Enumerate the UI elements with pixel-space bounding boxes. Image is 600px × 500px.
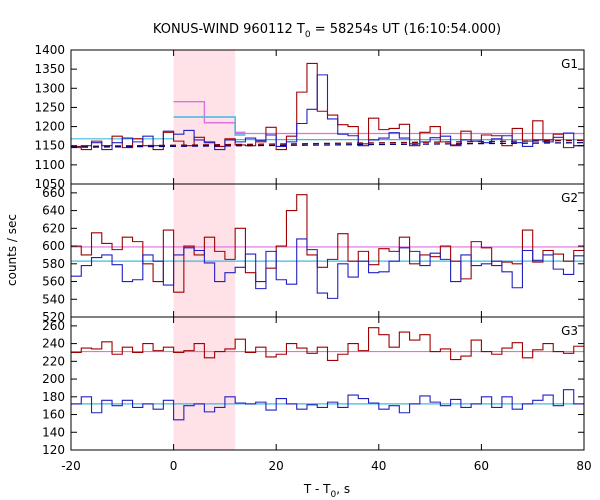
y-tick-label: 1250 <box>34 100 65 114</box>
y-tick-label: 1050 <box>34 177 65 191</box>
y-tick-label: 660 <box>42 186 65 200</box>
y-tick-label: 1350 <box>34 62 65 76</box>
y-tick-label: 600 <box>42 239 65 253</box>
y-tick-label: 1100 <box>34 158 65 172</box>
y-tick-label: 560 <box>42 275 65 289</box>
y-tick-label: 220 <box>42 354 65 368</box>
y-tick-label: 580 <box>42 257 65 271</box>
panel-g2: 520 540 560 580 600 620 640 660 G2 <box>42 183 585 324</box>
background-trend-dashed_red <box>71 139 584 148</box>
panel-plot-area <box>71 194 584 299</box>
histogram-red <box>71 327 584 361</box>
y-axis-label: counts / sec <box>5 214 19 286</box>
y-tick-label: 240 <box>42 337 65 351</box>
step-fit-pink <box>173 100 246 134</box>
panel-label: G2 <box>561 191 578 205</box>
y-tick-label: 640 <box>42 204 65 218</box>
y-tick-label: 1150 <box>34 139 65 153</box>
panel-g1: 1050 1100 1150 1200 1250 1300 1350 1400 G1 <box>34 43 585 191</box>
y-tick-label: 1400 <box>34 43 65 57</box>
background-trend-dashed_blue <box>71 142 584 148</box>
histogram-blue <box>71 389 584 421</box>
panel-plot-area <box>71 62 584 151</box>
y-tick-label: 620 <box>42 221 65 235</box>
y-tick-label: 140 <box>42 425 65 439</box>
x-tick-label: 80 <box>576 459 591 473</box>
y-tick-label: 120 <box>42 443 65 457</box>
x-tick-label: 60 <box>474 459 489 473</box>
y-tick-label: 520 <box>42 310 65 324</box>
chart-title: KONUS-WIND 960112 T0 = 58254s UT (16:10:… <box>153 22 501 40</box>
x-tick-label: 40 <box>371 459 386 473</box>
y-tick-label: 180 <box>42 390 65 404</box>
x-tick-label: -20 <box>61 459 81 473</box>
y-tick-label: 160 <box>42 408 65 422</box>
histogram-blue <box>71 238 584 299</box>
histogram-red <box>71 194 584 293</box>
panel-g3: 120 140 160 180 200 220 240 260 G3 <box>42 316 585 457</box>
x-tick-label: 0 <box>170 459 178 473</box>
y-tick-label: 200 <box>42 372 65 386</box>
y-tick-label: 1300 <box>34 81 65 95</box>
y-tick-label: 540 <box>42 292 65 306</box>
panel-label: G3 <box>561 324 578 338</box>
y-tick-label: 1200 <box>34 120 65 134</box>
x-axis-label: T - T0, s <box>303 482 350 500</box>
step-fit-cyan <box>173 116 246 136</box>
histogram-blue <box>71 74 584 151</box>
panel-plot-area <box>71 327 584 421</box>
x-tick-label: 20 <box>269 459 284 473</box>
y-tick-label: 260 <box>42 319 65 333</box>
plot-layer: 10501100115012001250130013501400G1520540… <box>34 43 591 473</box>
panel-frame <box>70 316 585 451</box>
histogram-red <box>71 62 584 151</box>
panel-label: G1 <box>561 57 578 71</box>
